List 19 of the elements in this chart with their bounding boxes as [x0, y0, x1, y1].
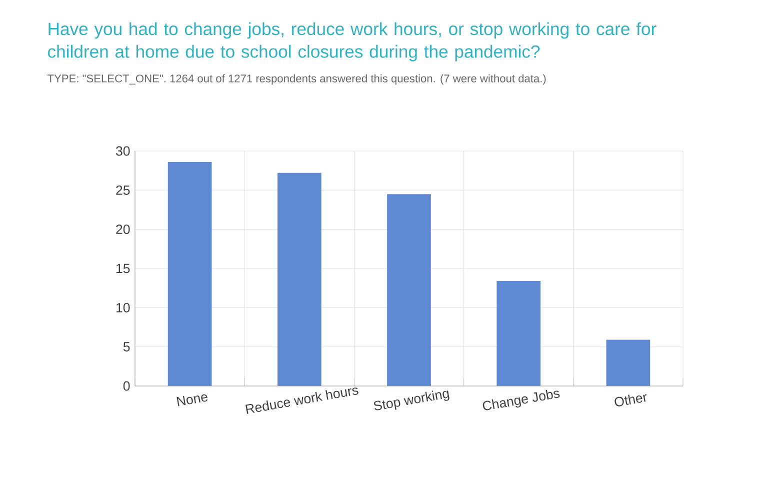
y-tick-label: 10: [116, 302, 130, 312]
chart-title: Have you had to change jobs, reduce work hours, or stop working to care for children at home due to school closures during the pandemic?: [48, 22, 656, 62]
y-tick-label: 30: [116, 146, 130, 156]
bar: [387, 194, 431, 386]
y-tick-label: 15: [116, 264, 130, 274]
x-tick-label: Change Jobs: [482, 390, 560, 410]
y-tick-label: 0: [123, 381, 130, 391]
bar: [606, 340, 650, 386]
x-tick-label: Other: [614, 394, 647, 406]
x-tick-label: Stop working: [374, 390, 450, 410]
x-tick-label: None: [176, 394, 208, 406]
chart-subtitle: TYPE: "SELECT_ONE". 1264 out of 1271 respondents answered this question. (7 were without data.): [48, 74, 546, 85]
bar: [496, 281, 541, 386]
bar: [168, 162, 212, 386]
y-tick-label: 5: [123, 342, 130, 352]
x-tick-label: Reduce work hours: [246, 388, 358, 414]
y-tick-label: 20: [116, 224, 130, 234]
y-tick-label: 25: [116, 185, 130, 195]
bar: [277, 172, 322, 386]
